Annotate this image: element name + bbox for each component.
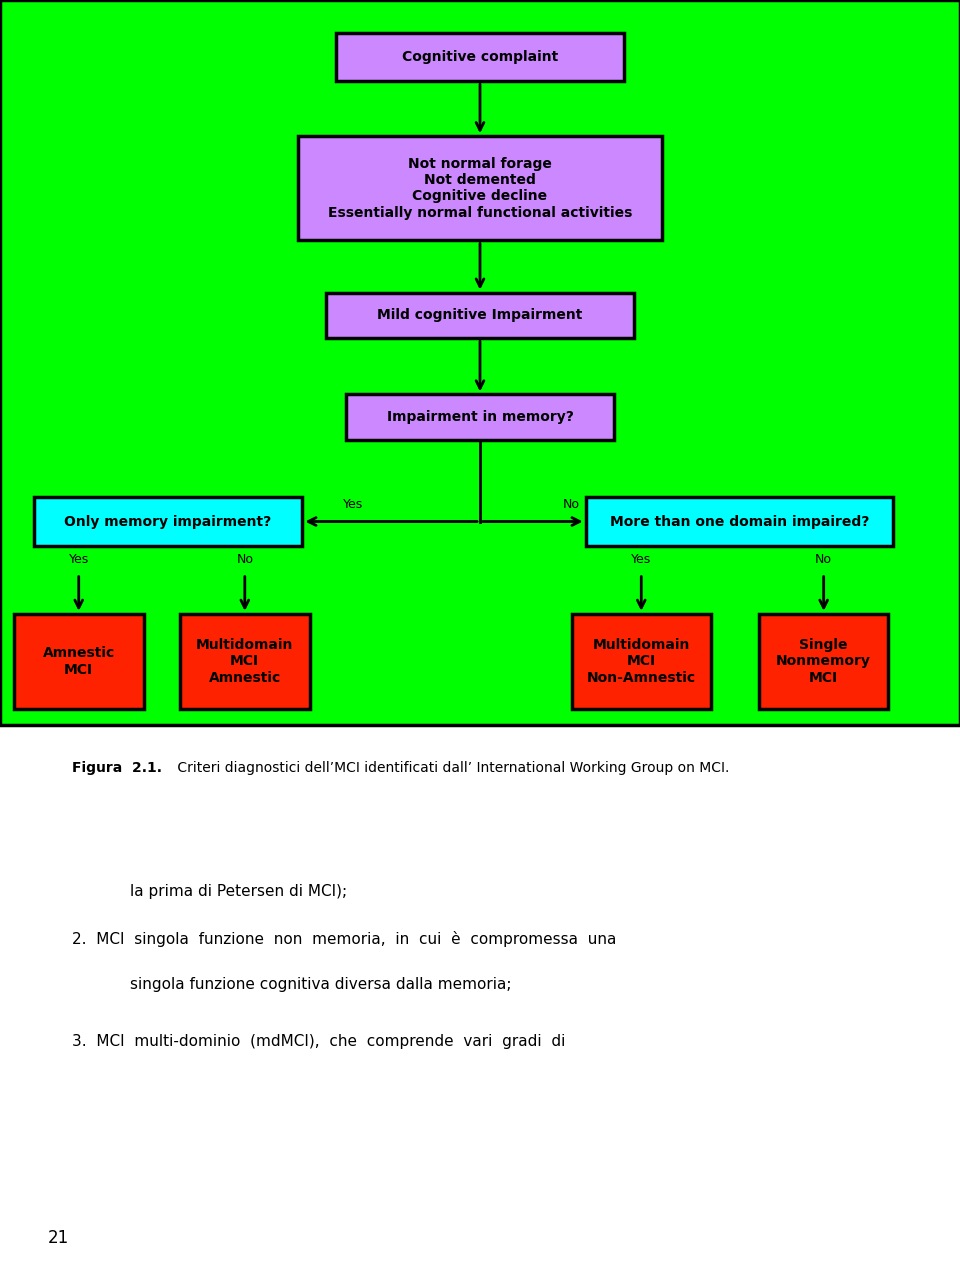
Text: No: No bbox=[563, 499, 580, 511]
Text: Yes: Yes bbox=[343, 499, 363, 511]
FancyBboxPatch shape bbox=[13, 613, 144, 709]
FancyBboxPatch shape bbox=[346, 394, 614, 440]
Text: Figura  2.1.: Figura 2.1. bbox=[72, 761, 162, 775]
Text: Only memory impairment?: Only memory impairment? bbox=[64, 514, 272, 529]
Text: Single
Nonmemory
MCI: Single Nonmemory MCI bbox=[777, 639, 871, 684]
Text: 3.  MCI  multi-dominio  (mdMCI),  che  comprende  vari  gradi  di: 3. MCI multi-dominio (mdMCI), che compre… bbox=[72, 1034, 565, 1049]
Text: Amnestic
MCI: Amnestic MCI bbox=[42, 646, 115, 677]
Text: No: No bbox=[236, 553, 253, 566]
FancyBboxPatch shape bbox=[758, 613, 889, 709]
Text: singola funzione cognitiva diversa dalla memoria;: singola funzione cognitiva diversa dalla… bbox=[130, 977, 511, 992]
FancyBboxPatch shape bbox=[298, 136, 662, 240]
Text: No: No bbox=[815, 553, 832, 566]
Text: Cognitive complaint: Cognitive complaint bbox=[402, 50, 558, 65]
FancyBboxPatch shape bbox=[34, 497, 302, 546]
Text: 21: 21 bbox=[48, 1229, 69, 1247]
FancyBboxPatch shape bbox=[586, 497, 893, 546]
Text: Yes: Yes bbox=[68, 553, 89, 566]
Text: Multidomain
MCI
Amnestic: Multidomain MCI Amnestic bbox=[196, 639, 294, 684]
FancyBboxPatch shape bbox=[572, 613, 710, 709]
FancyBboxPatch shape bbox=[336, 33, 624, 81]
Text: Multidomain
MCI
Non-Amnestic: Multidomain MCI Non-Amnestic bbox=[587, 639, 696, 684]
FancyBboxPatch shape bbox=[326, 293, 634, 338]
Text: la prima di Petersen di MCI);: la prima di Petersen di MCI); bbox=[130, 884, 347, 899]
Text: Not normal forage
Not demented
Cognitive decline
Essentially normal functional a: Not normal forage Not demented Cognitive… bbox=[327, 156, 633, 220]
Text: Impairment in memory?: Impairment in memory? bbox=[387, 410, 573, 425]
FancyBboxPatch shape bbox=[180, 613, 309, 709]
FancyBboxPatch shape bbox=[0, 0, 960, 725]
Text: 2.  MCI  singola  funzione  non  memoria,  in  cui  è  compromessa  una: 2. MCI singola funzione non memoria, in … bbox=[72, 931, 616, 948]
Text: Mild cognitive Impairment: Mild cognitive Impairment bbox=[377, 308, 583, 323]
Text: More than one domain impaired?: More than one domain impaired? bbox=[610, 514, 869, 529]
Text: Criteri diagnostici dell’MCI identificati dall’ International Working Group on M: Criteri diagnostici dell’MCI identificat… bbox=[173, 761, 730, 775]
Text: Yes: Yes bbox=[631, 553, 652, 566]
